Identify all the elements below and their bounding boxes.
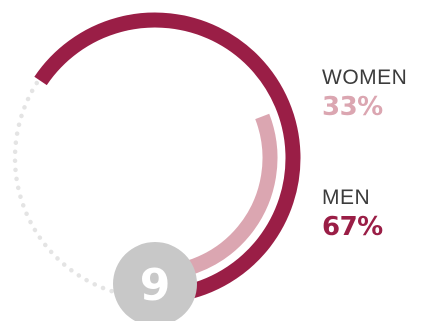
badge-number: 9 (140, 260, 171, 311)
legend-women-value: 33% (322, 92, 383, 122)
legend-men: MEN 67% (322, 186, 383, 244)
legend-men-value: 67% (322, 212, 383, 242)
legend-men-label: MEN (322, 186, 371, 209)
legend-women: WOMEN 33% (322, 66, 407, 124)
men-arc (34, 12, 301, 304)
number-badge (113, 242, 197, 321)
legend-women-label: WOMEN (322, 66, 408, 89)
